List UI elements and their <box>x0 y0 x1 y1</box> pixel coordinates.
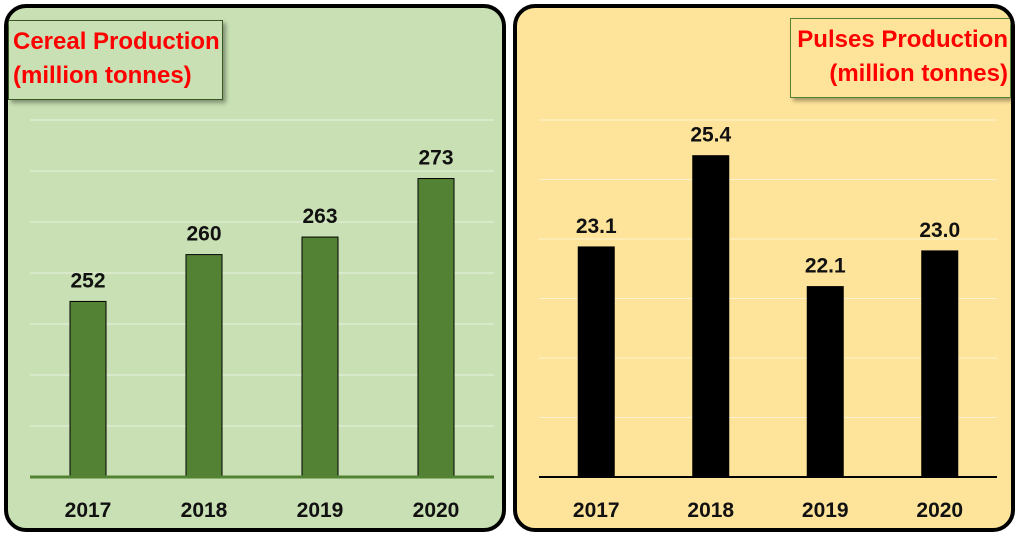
pulses-chart-panel: 23.1 2017 25.4 2018 22.1 2019 23.0 2020 Pulses … <box>513 4 1015 532</box>
bar-2017 <box>69 300 107 478</box>
x-tick-label-2020: 2020 <box>916 499 963 522</box>
bar-2019 <box>301 236 339 478</box>
data-label-2019: 263 <box>302 205 337 228</box>
data-label-2018: 260 <box>186 223 221 246</box>
x-tick-label-2019: 2019 <box>802 499 849 522</box>
x-tick-label-2020: 2020 <box>413 499 460 522</box>
cereal-title-text: Cereal Production <box>13 28 220 55</box>
bar-2020 <box>921 250 959 478</box>
bar-2020 <box>417 178 455 478</box>
pulses-subtitle-text: (million tonnes) <box>829 60 1008 87</box>
data-label-2020: 23.0 <box>919 219 960 242</box>
pulses-chart-title: Pulses Production (million tonnes) <box>790 18 1011 98</box>
bar-2017 <box>577 246 615 478</box>
x-tick-label-2018: 2018 <box>181 499 228 522</box>
cereal-chart-title: Cereal Production (million tonnes) <box>8 20 223 100</box>
bar-2019 <box>806 286 844 478</box>
x-tick-label-2018: 2018 <box>687 499 734 522</box>
data-label-2018: 25.4 <box>690 124 731 147</box>
x-tick-label-2019: 2019 <box>297 499 344 522</box>
cereal-chart-panel: 252 2017 260 2018 263 2019 273 2020 Cereal Prod… <box>4 4 506 532</box>
cereal-subtitle-text: (million tonnes) <box>13 62 192 89</box>
data-label-2019: 22.1 <box>805 255 846 278</box>
bar-2018 <box>692 155 730 478</box>
x-tick-label-2017: 2017 <box>65 499 112 522</box>
pulses-title-text: Pulses Production <box>797 26 1008 53</box>
pulses-chart: 23.1 2017 25.4 2018 22.1 2019 23.0 2020 <box>539 119 997 522</box>
bar-2018 <box>185 254 223 478</box>
x-tick-label-2017: 2017 <box>573 499 620 522</box>
data-label-2017: 252 <box>70 269 105 292</box>
data-label-2017: 23.1 <box>576 215 617 238</box>
data-label-2020: 273 <box>418 147 453 170</box>
cereal-chart: 252 2017 260 2018 263 2019 273 2020 <box>30 119 494 522</box>
